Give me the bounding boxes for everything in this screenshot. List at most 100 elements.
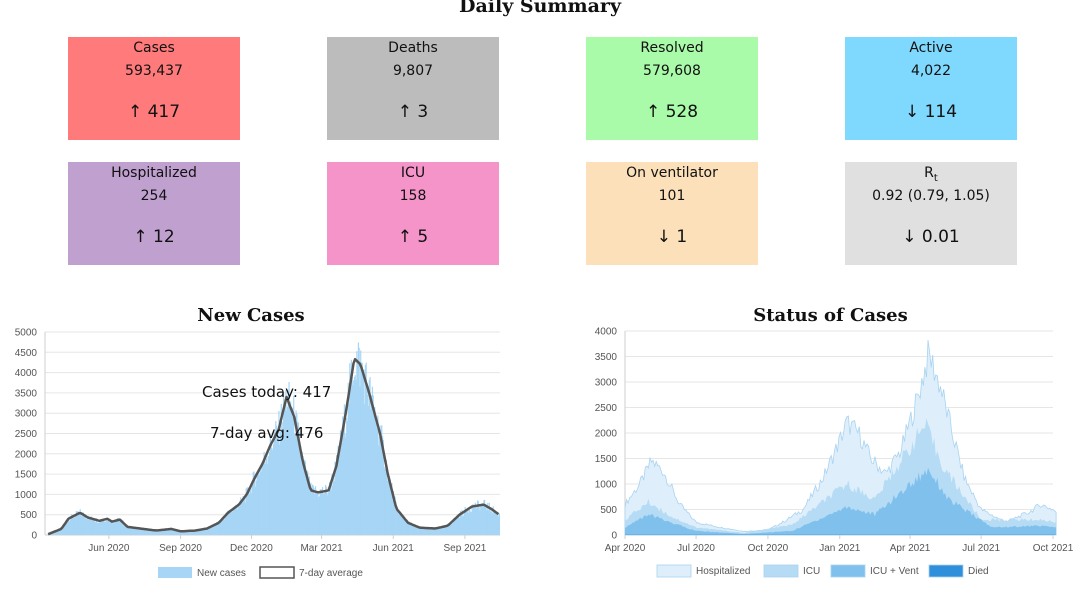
new-cases-bar [197,530,199,535]
new-cases-bar [127,527,130,535]
new-cases-bar [395,506,398,535]
new-cases-bar [212,524,215,535]
new-cases-bar [328,482,331,535]
new-cases-bar [434,527,436,535]
new-cases-bar [269,433,271,535]
new-cases-bar [137,528,139,535]
y-tick-label: 0 [31,531,37,542]
new-cases-bar [256,471,258,535]
new-cases-bar [339,430,342,535]
card-value: 158 [399,188,427,204]
new-cases-bar [161,529,163,535]
card-label-sub: t [933,172,938,184]
new-cases-bar [399,511,402,535]
seven-day-avg-annotation: 7-day avg: 476 [210,424,324,442]
new-cases-bar [154,529,156,535]
new-cases-bar [367,394,369,535]
new-cases-bar [462,515,465,535]
x-tick-label: Oct 2021 [1033,543,1074,554]
legend-label: New cases [197,568,246,579]
y-tick-label: 4000 [595,327,618,338]
new-cases-bar [406,519,409,535]
new-cases-bar [490,511,492,535]
new-cases-bar [455,518,457,535]
new-cases-bar [272,450,274,535]
new-cases-bar [274,436,276,535]
new-cases-bar [64,522,67,535]
new-cases-bar [342,416,344,535]
new-cases-bar [433,528,435,535]
new-cases-bar [286,410,288,535]
new-cases-bar [216,522,218,535]
y-tick-label: 500 [600,505,617,516]
new-cases-bar [90,516,92,535]
new-cases-bar [239,500,241,535]
new-cases-bar [234,505,236,535]
new-cases-bar [455,515,458,535]
new-cases-bar [289,407,291,535]
new-cases-bar [424,527,426,535]
new-cases-bar [82,512,84,535]
new-cases-bar [166,530,168,535]
new-cases-bar [261,465,263,535]
new-cases-bar [309,490,311,535]
new-cases-bar [460,514,462,535]
new-cases-bar [173,529,175,535]
new-cases-bar [340,442,342,535]
new-cases-bar [421,527,423,535]
new-cases-bar [325,484,327,535]
card-label: On ventilator [626,165,718,181]
new-cases-bar [126,524,128,535]
new-cases-bar [231,512,233,535]
card-label: Hospitalized [111,165,197,181]
new-cases-bar [350,374,352,535]
new-cases-bar [314,486,317,535]
new-cases-bar [268,451,271,535]
new-cases-bar [92,520,95,535]
new-cases-bar [209,526,211,535]
new-cases-bar [254,486,257,535]
new-cases-bar [405,521,407,535]
new-cases-bar [230,512,232,535]
new-cases-bar [138,528,140,535]
new-cases-bar [140,527,142,535]
new-cases-bar [386,480,388,535]
new-cases-bar [487,510,490,535]
new-cases-bar [155,529,157,535]
new-cases-bar [375,423,377,535]
new-cases-bar [310,482,312,535]
new-cases-bar [389,479,391,535]
new-cases-bar [431,528,434,535]
new-cases-bar [438,527,440,535]
new-cases-bar [280,403,282,535]
new-cases-bar [353,376,356,535]
new-cases-bar [218,523,220,535]
new-cases-bar [198,528,201,535]
new-cases-bar [332,485,334,535]
new-cases-bar [113,523,115,535]
new-cases-bar [179,530,181,535]
new-cases-bar [133,528,135,535]
new-cases-bar [346,417,348,535]
new-cases-bar [392,500,394,535]
new-cases-bar [291,417,293,535]
new-cases-bar [394,496,396,535]
new-cases-bar [89,517,91,535]
x-tick-label: Dec 2020 [230,543,273,554]
new-cases-bar [440,527,442,535]
new-cases-bar [226,515,228,535]
new-cases-bar [321,492,323,535]
new-cases-bar [438,527,441,535]
new-cases-bar [194,531,197,535]
new-cases-bar [297,421,299,535]
card-label: Resolved [640,40,704,56]
y-tick-label: 3000 [15,409,38,420]
new-cases-bar [189,530,191,535]
new-cases-bar [417,526,419,535]
new-cases-bar [444,526,446,535]
new-cases-bar [478,504,480,535]
new-cases-bar [247,493,250,535]
new-cases-bar [306,470,308,535]
new-cases-bar [251,481,254,535]
new-cases-bar [406,521,408,535]
